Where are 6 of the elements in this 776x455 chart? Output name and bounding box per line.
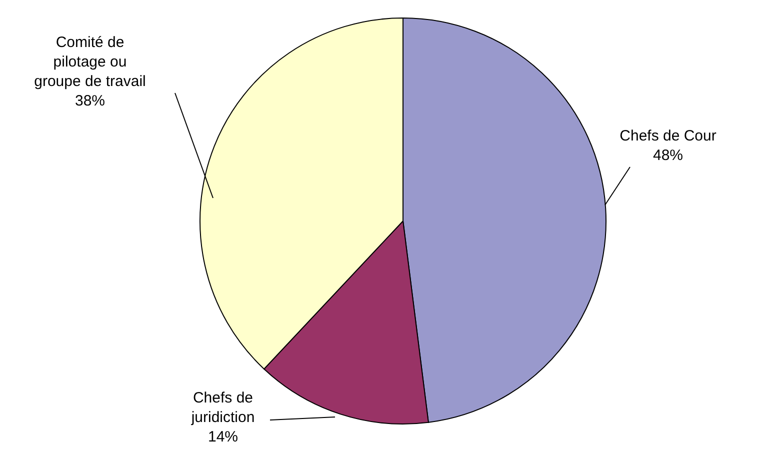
slice-label: Chefs de Cour (620, 126, 716, 144)
slice-label: Chefs de juridiction (190, 389, 255, 426)
data-label: 48% (652, 146, 684, 164)
slice-label: Comité de pilotage ou groupe de travail (34, 33, 146, 90)
data-label: 14% (208, 428, 238, 445)
data-label: 38% (74, 92, 106, 109)
